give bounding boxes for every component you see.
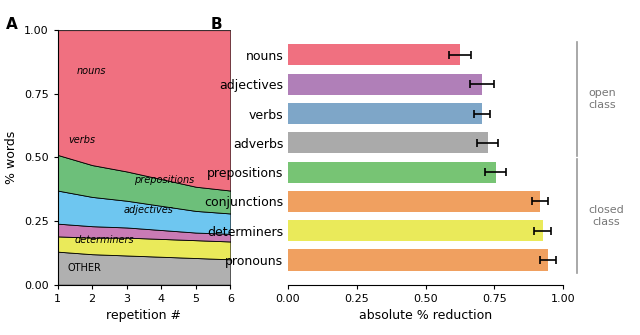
Bar (288, 74, 482, 95)
Bar (288, 103, 482, 124)
Text: open
class: open class (588, 88, 616, 110)
X-axis label: absolute % reduction: absolute % reduction (359, 309, 492, 322)
Text: A: A (6, 17, 17, 32)
Text: verbs: verbs (68, 135, 95, 145)
Bar (288, 220, 543, 241)
Bar (288, 191, 540, 212)
Bar (288, 250, 548, 271)
Bar (288, 161, 496, 183)
Text: adjectives: adjectives (124, 205, 173, 215)
Text: OTHER: OTHER (68, 263, 102, 273)
Y-axis label: % words: % words (5, 131, 19, 184)
Bar (288, 44, 460, 65)
Text: determiners: determiners (75, 235, 134, 245)
Bar (288, 132, 488, 153)
X-axis label: repetition #: repetition # (106, 309, 182, 322)
Text: B: B (211, 17, 223, 32)
Text: prepositions: prepositions (134, 175, 194, 185)
Text: closed
class: closed class (588, 205, 624, 227)
Text: nouns: nouns (77, 66, 106, 76)
